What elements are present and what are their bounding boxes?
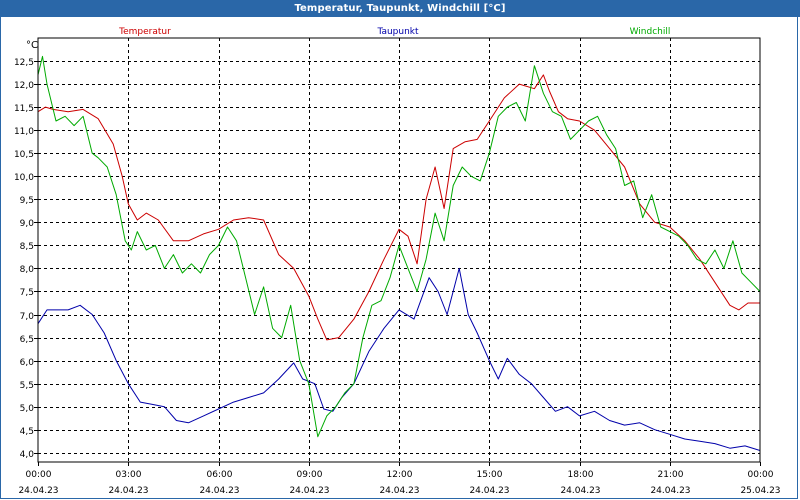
legend-label-windchill: Windchill: [630, 27, 671, 37]
y-tick-label: 11,0: [14, 127, 34, 137]
y-axis-ticks: 4,0 4,5 5,0 5,5 6,0 6,5 7,0 7,5 8,0 8,5 9,0 9,5 10,0…: [14, 58, 38, 460]
x-tick-time-label: 12:00: [387, 470, 413, 480]
x-tick-date-label: 24.04.23: [18, 486, 58, 496]
x-tick-date-label: 24.04.23: [469, 486, 509, 496]
x-axis-ticks: 00:00 24.04.23 03:00 24.04.23 06:00 24.04.23 0…: [18, 462, 781, 496]
x-tick-time-label: 15:00: [477, 470, 503, 480]
y-tick-label: 12,0: [14, 81, 34, 91]
x-tick-date-label: 24.04.23: [650, 486, 690, 496]
y-tick-label: 7,5: [20, 288, 34, 298]
x-tick-date-label: 24.04.23: [379, 486, 419, 496]
x-tick-time-label: 06:00: [207, 470, 233, 480]
series-line-windchill: [37, 55, 761, 438]
y-tick-label: 10,5: [14, 150, 34, 160]
plot-area-border: [37, 37, 761, 463]
chart-title: Temperatur, Taupunkt, Windchill [°C]: [294, 3, 506, 14]
x-tick-time-label: 21:00: [658, 470, 684, 480]
y-tick-label: 6,0: [20, 358, 35, 368]
y-tick-label: 4,5: [20, 427, 34, 437]
y-tick-label: 4,0: [20, 450, 35, 460]
x-tick-date-label: 24.04.23: [289, 486, 329, 496]
y-tick-label: 12,5: [14, 58, 34, 68]
series-line-taupunkt: [37, 267, 761, 451]
x-tick-date-label: 24.04.23: [560, 486, 600, 496]
y-tick-label: 5,0: [20, 404, 35, 414]
x-tick-time-label: 00:00: [26, 470, 52, 480]
legend-label-taupunkt: Taupunkt: [376, 27, 419, 37]
series-lines: [37, 55, 761, 451]
x-tick-date-label: 24.04.23: [108, 486, 148, 496]
x-tick-time-label: 00:00: [748, 470, 774, 480]
y-tick-label: 9,0: [20, 219, 35, 229]
y-tick-label: 8,0: [20, 265, 35, 275]
y-tick-label: 7,0: [20, 312, 35, 322]
y-tick-label: 5,5: [20, 381, 34, 391]
y-tick-label: 6,5: [20, 335, 34, 345]
y-tick-label: 10,0: [14, 173, 34, 183]
y-tick-label: 11,5: [14, 104, 34, 114]
chart-title-bar: Temperatur, Taupunkt, Windchill [°C]: [0, 0, 800, 17]
x-tick-date-label: 25.04.23: [740, 486, 780, 496]
series-line-temperatur: [37, 74, 760, 341]
x-tick-date-label: 24.04.23: [199, 486, 239, 496]
legend-label-temperatur: Temperatur: [118, 27, 171, 37]
x-tick-time-label: 03:00: [116, 470, 142, 480]
y-tick-label: 9,5: [20, 196, 34, 206]
x-tick-time-label: 09:00: [297, 470, 323, 480]
x-tick-time-label: 18:00: [568, 470, 594, 480]
legend: Temperatur Taupunkt Windchill: [118, 27, 670, 37]
y-tick-label: 8,5: [20, 242, 34, 252]
y-axis-unit: °C: [26, 40, 38, 51]
